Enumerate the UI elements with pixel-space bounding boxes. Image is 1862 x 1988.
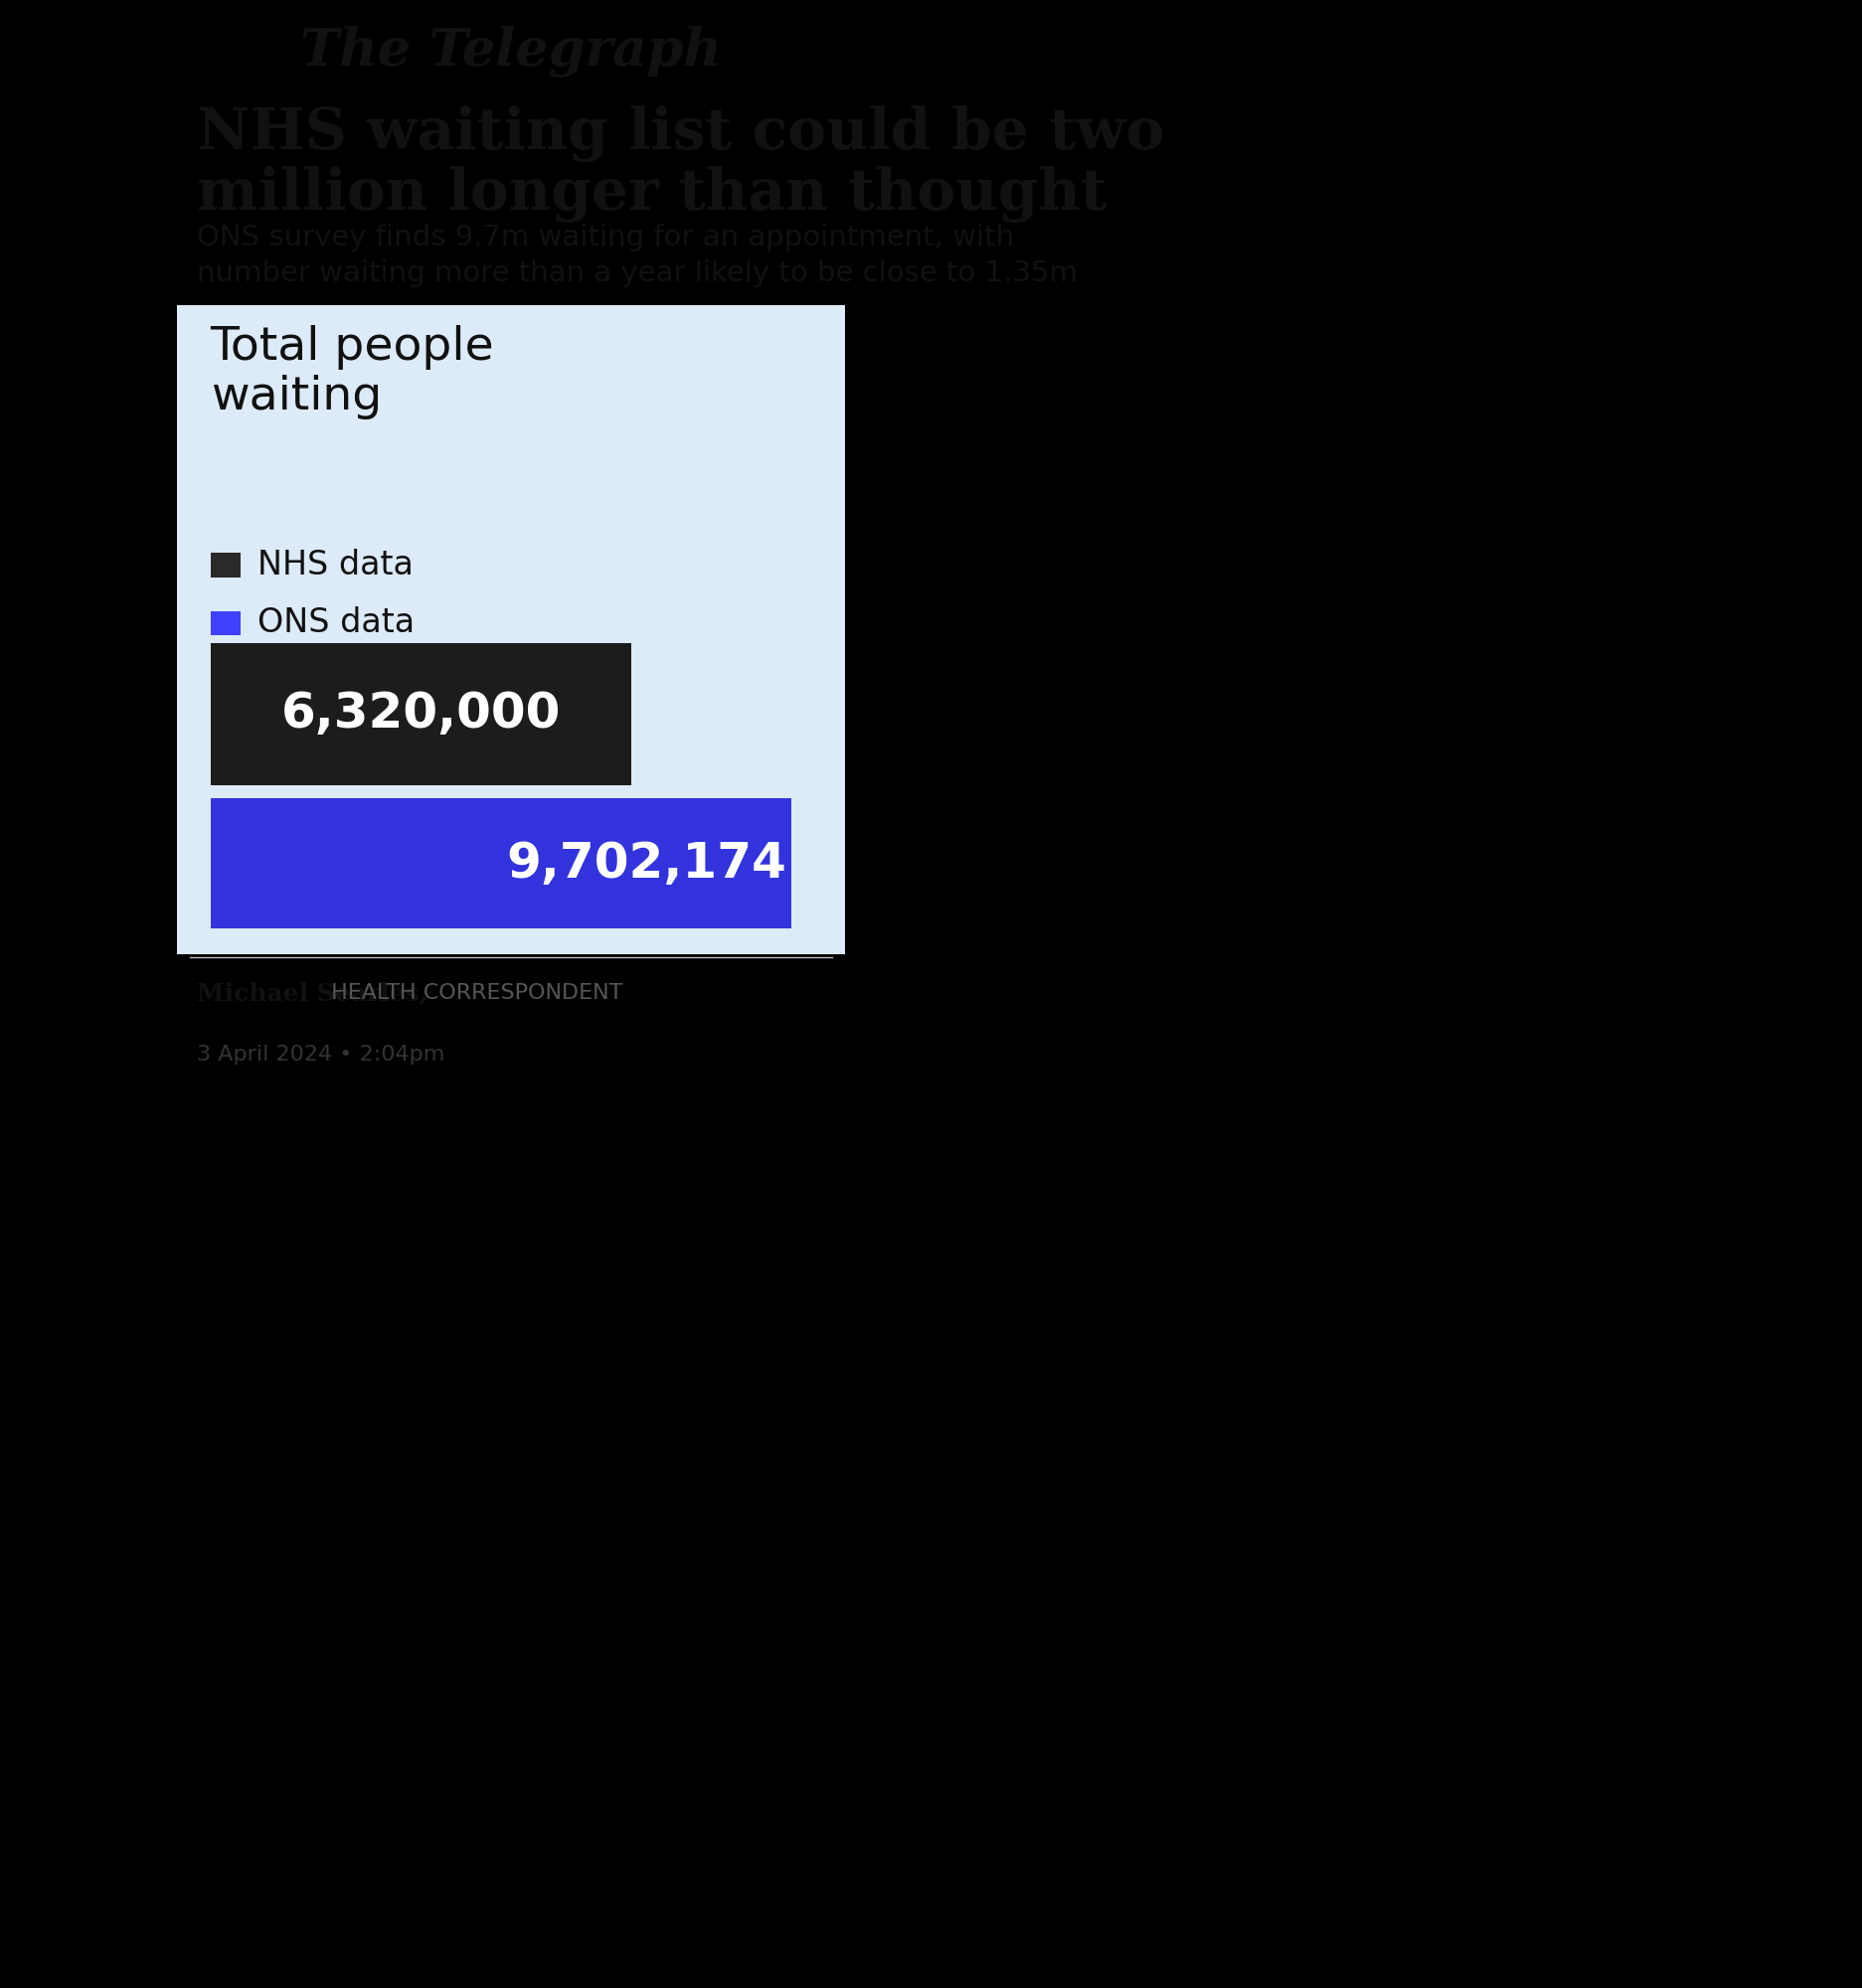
- Text: NHS waiting list could be two
million longer than thought: NHS waiting list could be two million lo…: [197, 105, 1164, 223]
- Bar: [210, 610, 240, 636]
- Bar: [210, 553, 240, 577]
- Text: Total people
waiting: Total people waiting: [210, 324, 493, 419]
- Text: The Telegraph: The Telegraph: [300, 26, 721, 78]
- Text: Michael Searles,: Michael Searles,: [197, 982, 428, 1006]
- Text: HEALTH CORRESPONDENT: HEALTH CORRESPONDENT: [324, 984, 622, 1004]
- Bar: [210, 799, 791, 928]
- Text: NHS data: NHS data: [257, 549, 413, 580]
- Text: ONS survey finds 9.7m waiting for an appointment, with
number waiting more than : ONS survey finds 9.7m waiting for an app…: [197, 225, 1078, 286]
- Bar: [210, 642, 631, 785]
- Text: 9,702,174: 9,702,174: [506, 839, 786, 887]
- Text: 6,320,000: 6,320,000: [281, 690, 560, 738]
- Text: 3 April 2024 • 2:04pm: 3 April 2024 • 2:04pm: [197, 1044, 445, 1064]
- Text: ONS data: ONS data: [257, 606, 413, 640]
